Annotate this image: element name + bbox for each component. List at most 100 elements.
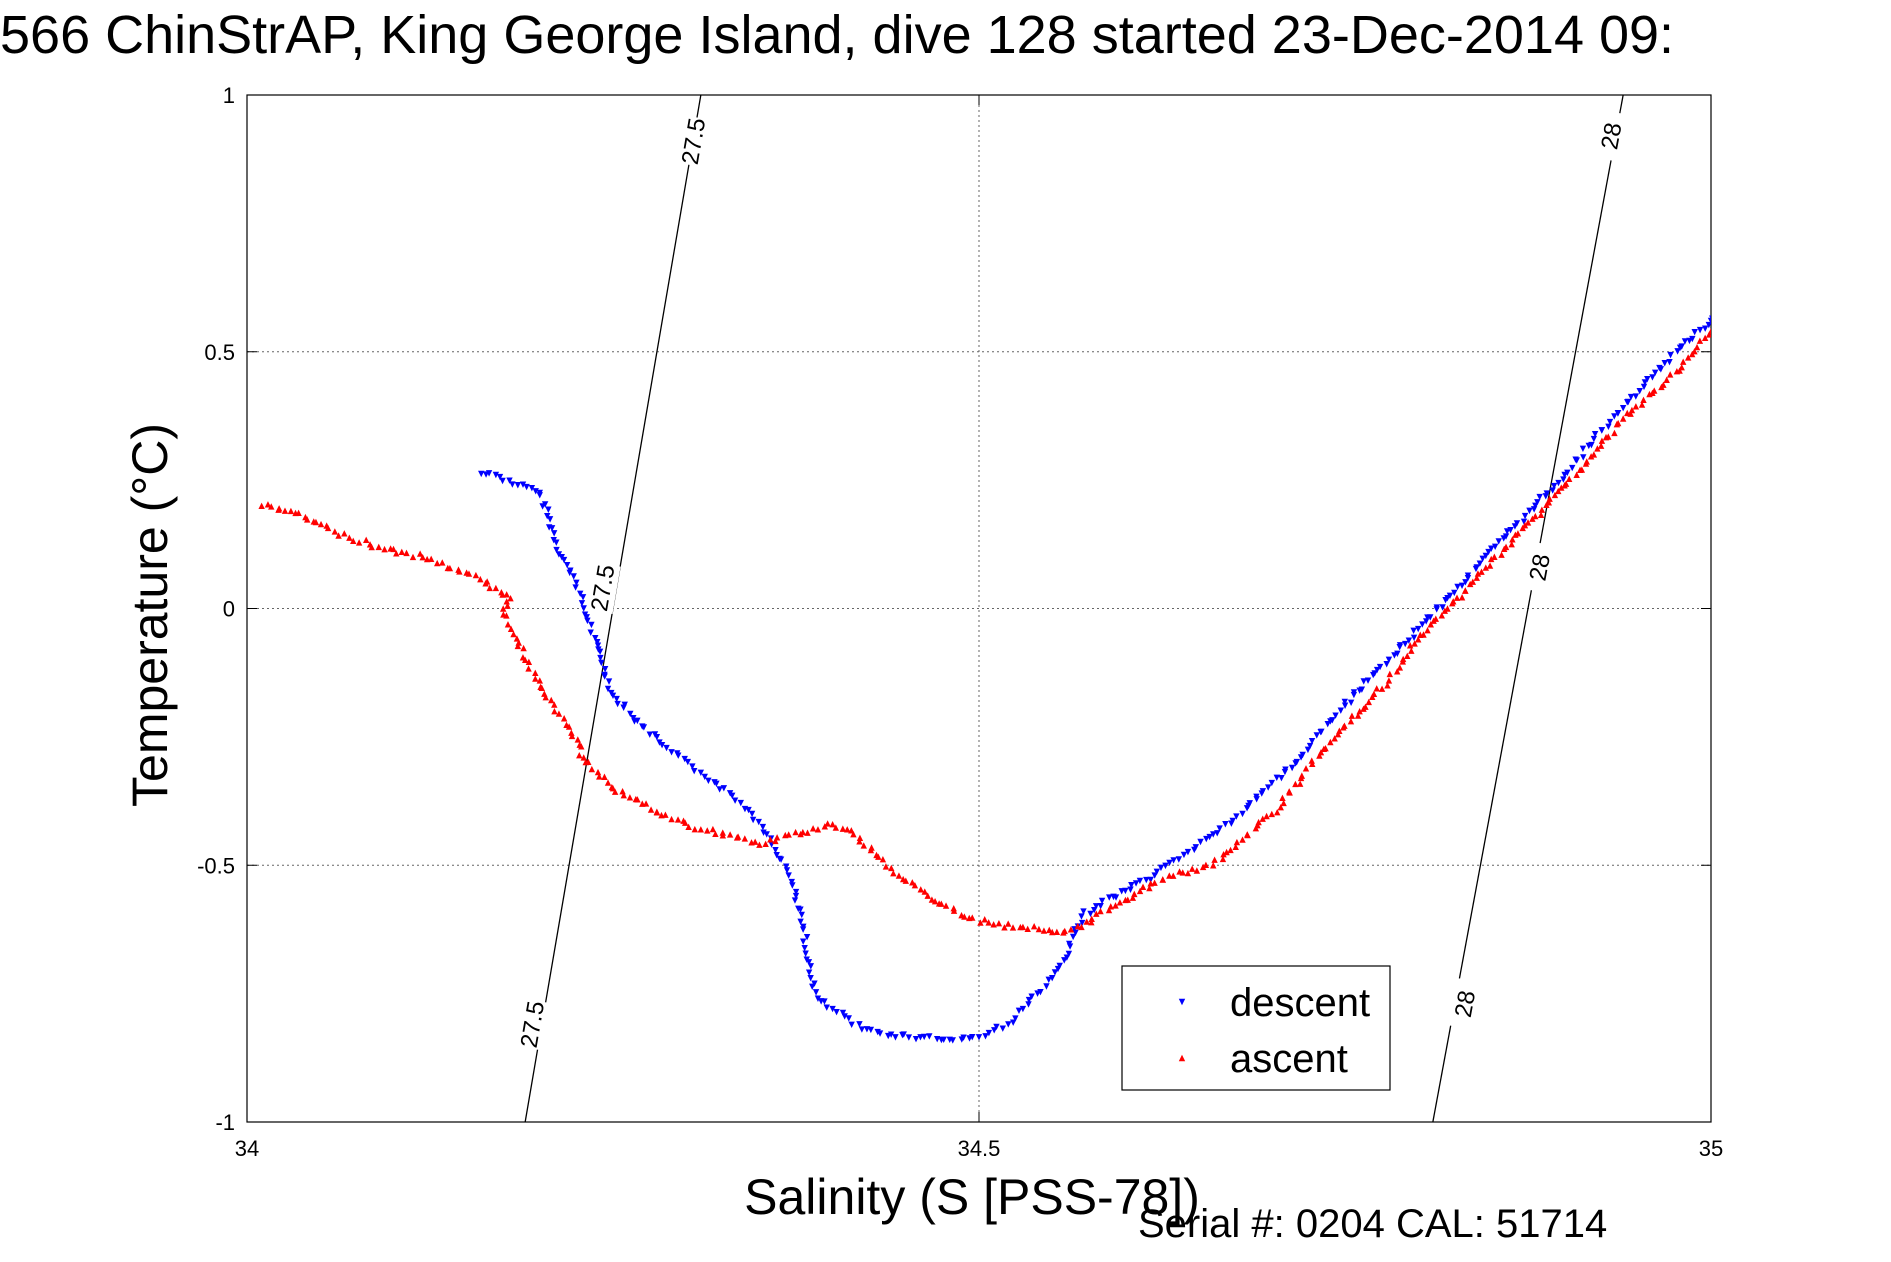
ascent-point: [726, 831, 734, 838]
ascent-point: [419, 553, 426, 561]
x-axis-label: Salinity (S [PSS-78]): [744, 1169, 1200, 1225]
ascent-point: [555, 710, 563, 717]
ascent-point: [1394, 668, 1401, 675]
ascent-point: [1558, 484, 1565, 491]
descent-point: [1783, 243, 1789, 249]
descent-point: [1819, 210, 1825, 216]
ascent-point: [1255, 818, 1262, 826]
descent-point: [536, 492, 543, 499]
descent-point: [1502, 533, 1510, 540]
descent-point: [841, 1013, 848, 1020]
contour-label: 27.5: [516, 999, 550, 1050]
descent-point: [982, 1033, 989, 1040]
descent-point: [1482, 552, 1490, 560]
descent-point: [949, 1037, 956, 1044]
descent-point: [789, 882, 796, 889]
x-tick-label: 34.5: [958, 1136, 1001, 1161]
descent-point: [506, 477, 513, 484]
ascent-point: [1105, 906, 1113, 914]
descent-point: [1789, 236, 1795, 242]
descent-point: [1308, 737, 1316, 745]
legend-label-descent: descent: [1230, 981, 1370, 1025]
descent-point: [613, 695, 620, 703]
ascent-point: [596, 773, 603, 780]
ascent-point: [1131, 890, 1138, 898]
y-tick-label: 1: [223, 83, 235, 108]
descent-point: [705, 777, 712, 785]
descent-point: [1350, 689, 1358, 696]
descent-point: [1739, 282, 1745, 288]
ascent-point: [574, 736, 582, 743]
contour-label-bg: [1446, 977, 1484, 1031]
descent-point: [1572, 456, 1579, 463]
ascent-point: [346, 534, 353, 541]
ascent-point: [1545, 499, 1553, 506]
descent-point: [523, 483, 530, 491]
ascent-point: [1067, 926, 1075, 933]
descent-point: [814, 995, 822, 1002]
descent-point: [1383, 661, 1390, 668]
descent-point: [601, 673, 608, 680]
descent-point: [1731, 293, 1737, 299]
ascent-point: [917, 886, 924, 893]
descent-point: [1681, 338, 1689, 345]
ascent-point: [515, 639, 522, 646]
descent-point: [1259, 788, 1267, 795]
descent-point: [1819, 214, 1825, 220]
ascent-point: [662, 811, 669, 818]
descent-point: [749, 816, 757, 824]
chart-title: 566 ChinStrAP, King George Island, dive …: [0, 5, 1675, 65]
descent-point: [801, 944, 808, 952]
ascent-point: [1735, 300, 1741, 306]
descent-point: [485, 470, 493, 477]
descent-point: [690, 767, 698, 775]
ascent-point: [856, 838, 863, 845]
descent-point: [1503, 528, 1511, 535]
ascent-point: [1590, 451, 1598, 458]
ascent-point: [1676, 367, 1683, 374]
descent-point: [1037, 988, 1044, 996]
ascent-point: [1362, 703, 1369, 710]
descent-point: [1278, 774, 1285, 782]
ascent-point: [1619, 415, 1627, 422]
ascent-point: [1693, 343, 1701, 351]
descent-point: [783, 867, 791, 874]
ascent-point: [832, 824, 840, 831]
ascent-point: [568, 729, 575, 736]
descent-point: [737, 799, 744, 807]
descent-point: [905, 1034, 913, 1041]
descent-point: [514, 482, 522, 489]
axes-layer: 34 34.5 35 -1 -0.5 0 0.5 1: [197, 83, 1723, 1161]
descent-point: [1106, 894, 1113, 901]
ascent-point: [1223, 848, 1230, 856]
ascent-point: [1701, 334, 1709, 342]
descent-point: [663, 744, 670, 752]
ascent-point: [1521, 521, 1529, 529]
grid-layer: [247, 95, 1711, 1122]
descent-point: [921, 1033, 928, 1041]
ascent-point: [1666, 371, 1674, 378]
ascent-point: [931, 897, 939, 905]
descent-point: [1092, 903, 1100, 910]
descent-point: [598, 659, 605, 667]
ascent-point: [1378, 685, 1386, 692]
ascent-series: [258, 261, 1777, 936]
descent-point: [1214, 830, 1221, 837]
descent-point: [587, 629, 594, 636]
descent-point: [1175, 856, 1183, 863]
descent-point: [697, 769, 705, 777]
descent-point: [1636, 387, 1643, 395]
descent-point: [1293, 758, 1301, 766]
ascent-point: [829, 820, 836, 828]
contour-label-bg: [584, 561, 621, 614]
ascent-point: [375, 543, 382, 551]
ascent-point: [1210, 862, 1217, 869]
ascent-point: [1406, 642, 1414, 649]
ascent-point: [578, 743, 585, 750]
ascent-point: [1771, 261, 1777, 267]
ascent-point: [1317, 749, 1325, 756]
descent-point: [1722, 302, 1728, 308]
ascent-point: [1404, 652, 1411, 659]
descent-point: [1792, 232, 1798, 238]
descent-point: [887, 1031, 895, 1038]
